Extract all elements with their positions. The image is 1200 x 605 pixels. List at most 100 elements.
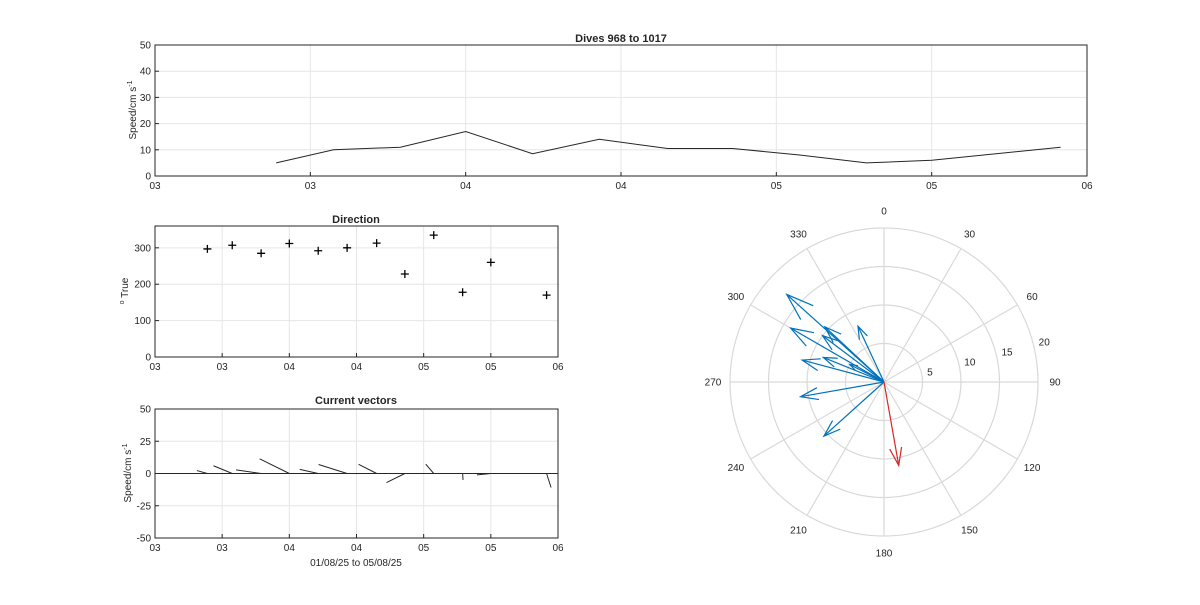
compass-vector-head — [857, 324, 868, 340]
compass-angle-label: 270 — [705, 378, 722, 389]
axes-box — [154, 225, 559, 358]
x-tick-label: 03 — [149, 181, 161, 192]
compass-vector — [823, 356, 885, 383]
y-tick-label: 10 — [140, 145, 152, 156]
current-vector-stick — [358, 463, 377, 474]
current-vector-stick — [259, 458, 290, 474]
y-tick-label: 200 — [134, 280, 151, 291]
x-tick-label: 06 — [552, 543, 564, 554]
y-tick-label: 100 — [134, 316, 151, 327]
compass-angle-label: 90 — [1049, 378, 1061, 389]
direction-point — [458, 288, 467, 297]
direction-point — [372, 239, 381, 248]
y-tick-label: 0 — [145, 172, 151, 183]
current-vector-stick — [299, 468, 319, 474]
direction-point — [257, 249, 266, 258]
compass-spoke — [806, 248, 885, 383]
x-tick-label: 04 — [351, 543, 363, 554]
compass-vector — [883, 381, 900, 466]
compass-panel: 0 30 60 90 120 150 180 210 240 270 300 330 5 10 15 20 — [705, 207, 1061, 560]
current-vector-stick — [196, 470, 208, 474]
y-tick-label: -50 — [137, 534, 152, 545]
current-vector-stick — [318, 463, 348, 474]
compass-vector — [822, 335, 885, 383]
x-tick-label: 03 — [217, 543, 229, 554]
current-vector-stick — [546, 473, 552, 488]
x-tick-label: 05 — [485, 543, 497, 554]
y-tick-label: 50 — [140, 41, 152, 52]
compass-angle-label: 330 — [790, 229, 807, 240]
x-tick-label: 03 — [149, 543, 161, 554]
compass-vector-head — [798, 387, 820, 401]
compass-spoke — [883, 304, 1018, 383]
y-tick-label: 0 — [145, 469, 151, 480]
compass-angle-label: 30 — [964, 229, 976, 240]
current-vector-stick — [476, 473, 491, 476]
direction-panel-ylabel: o True — [119, 277, 131, 304]
direction-point — [486, 258, 495, 267]
compass-angle-label: 120 — [1024, 463, 1041, 474]
direction-point — [343, 243, 352, 252]
x-tick-label: 04 — [284, 543, 296, 554]
compass-vector-head — [785, 293, 814, 320]
compass-range-label: 10 — [964, 358, 976, 369]
compass-spoke — [883, 381, 962, 516]
compass-vector — [790, 327, 885, 383]
axes-box — [154, 44, 1088, 177]
compass-vector — [823, 381, 885, 437]
compass-spoke — [883, 381, 1018, 460]
current-vector-stick — [386, 473, 406, 484]
compass-spoke — [806, 381, 885, 516]
y-tick-label: 25 — [140, 437, 152, 448]
compass-angle-label: 180 — [876, 549, 893, 560]
compass-spoke — [750, 381, 885, 460]
direction-point — [429, 231, 438, 240]
direction-point — [400, 270, 409, 279]
compass-vector — [824, 326, 885, 383]
compass-vector — [802, 359, 885, 383]
x-tick-label: 05 — [418, 543, 430, 554]
x-tick-label: 06 — [552, 362, 564, 373]
direction-point — [203, 244, 212, 253]
compass-vector-head — [821, 356, 838, 368]
compass-angle-label: 240 — [728, 463, 745, 474]
compass-vector-head — [823, 325, 842, 343]
compass-angle-label: 0 — [881, 207, 887, 218]
x-tick-label: 03 — [305, 181, 317, 192]
x-tick-label: 03 — [149, 362, 161, 373]
current-vector-stick — [213, 465, 233, 474]
direction-point — [542, 291, 551, 300]
compass-vector-head — [822, 420, 841, 438]
y-tick-label: 40 — [140, 67, 152, 78]
y-tick-label: -25 — [137, 501, 152, 512]
compass-vector-head — [789, 327, 815, 347]
compass-vector-head — [889, 446, 903, 468]
speed-timeseries-panel: Dives 968 to 1017 Speed/cm s-1 03 03 04 04 0… — [127, 33, 1093, 192]
current-vector-stick — [425, 463, 435, 474]
speed-panel-title: Dives 968 to 1017 — [575, 33, 667, 45]
current-vector-stick — [236, 469, 262, 474]
compass-angle-label: 300 — [728, 292, 745, 303]
y-tick-label: 20 — [140, 119, 152, 130]
vectors-panel-title: Current vectors — [315, 395, 397, 407]
vectors-panel-ylabel: Speed/cm s-1 — [122, 443, 134, 502]
compass-range-label: 5 — [927, 368, 933, 379]
y-tick-label: 30 — [140, 93, 152, 104]
compass-vector — [857, 325, 885, 383]
x-tick-label: 04 — [351, 362, 363, 373]
x-tick-label: 05 — [485, 362, 497, 373]
y-tick-label: 50 — [140, 405, 152, 416]
x-tick-label: 05 — [418, 362, 430, 373]
compass-vector-head — [821, 334, 839, 351]
direction-point — [228, 241, 237, 250]
x-tick-label: 04 — [460, 181, 472, 192]
x-tick-label: 04 — [284, 362, 296, 373]
y-tick-label: 300 — [134, 243, 151, 254]
vectors-panel-xlabel: 01/08/25 to 05/08/25 — [310, 558, 402, 569]
direction-point — [314, 246, 323, 255]
compass-angle-label: 210 — [790, 526, 807, 537]
compass-angle-label: 60 — [1027, 292, 1039, 303]
direction-point — [285, 239, 294, 248]
direction-panel-title: Direction — [332, 214, 380, 226]
